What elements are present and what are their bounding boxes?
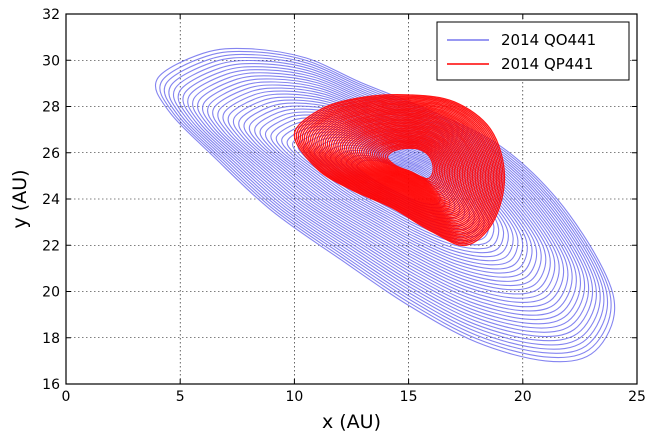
axis-ticks: 0 5 10 15 20 25 16 18 20 22 24 26 28 30 32 [42, 7, 646, 405]
orbit-loop [382, 145, 438, 183]
y-tick-label: 16 [42, 377, 60, 393]
orbit-loop [197, 75, 582, 325]
orbit-loop [299, 97, 501, 242]
orbit-loop [335, 118, 474, 216]
orbit-loop [343, 123, 467, 210]
orbit-loop [376, 141, 442, 187]
orbit-loop [363, 134, 452, 196]
orbit-loop [345, 124, 465, 208]
orbit-loop [192, 72, 586, 329]
orbit-loop [365, 135, 451, 194]
orbit-loop [330, 116, 477, 219]
series-2014-qp441 [293, 93, 506, 247]
orbit-loop [309, 103, 493, 234]
x-axis-label: x (AU) [322, 411, 381, 433]
x-tick-label: 15 [400, 389, 418, 405]
orbit-loop [168, 56, 605, 350]
orbit-loop [159, 50, 612, 359]
legend-box [436, 21, 630, 81]
orbit-loop [318, 108, 487, 228]
orbit-loop [358, 132, 456, 199]
x-tick-label: 0 [62, 389, 71, 405]
x-tick-label: 20 [514, 389, 532, 405]
orbit-loop [369, 138, 447, 191]
orbit-loop [384, 146, 436, 181]
orbit-loop [350, 127, 462, 205]
orbit-loop [371, 139, 446, 190]
orbit-loop [341, 122, 469, 211]
orbit-loop [293, 93, 506, 247]
orbit-loop [154, 47, 616, 363]
orbit-loop [297, 96, 503, 243]
orbit-loop [333, 117, 475, 217]
legend-label-2014-qp441: 2014 QP441 [501, 55, 593, 73]
orbit-loop [380, 144, 439, 184]
orbit-loop [356, 130, 457, 200]
orbit-loop [163, 53, 609, 354]
y-tick-label: 28 [42, 100, 60, 116]
orbit-loop [360, 133, 454, 197]
orbit-loop [386, 147, 434, 180]
orbit-loop [352, 128, 461, 203]
orbit-loop [227, 93, 556, 299]
orbit-loop [307, 102, 495, 236]
orbit-loop [320, 109, 485, 226]
orbit-loop [172, 59, 601, 346]
x-tick-label: 5 [176, 389, 185, 405]
orbit-loop [202, 78, 577, 321]
orbit-loop [373, 140, 444, 189]
orbit-loop [305, 101, 496, 237]
orbit-loop [324, 112, 482, 223]
orbit-loop [232, 96, 551, 295]
orbit-loop [316, 107, 488, 230]
orbit-loop [354, 129, 459, 202]
x-tick-label: 25 [628, 389, 646, 405]
y-tick-label: 30 [42, 53, 60, 69]
orbit-loop [339, 121, 470, 213]
orbit-loop [182, 66, 594, 338]
y-tick-label: 18 [42, 331, 60, 347]
x-tick-label: 10 [285, 389, 303, 405]
orbit-loop [212, 84, 569, 312]
orbit-loop [378, 142, 441, 186]
orbit-loop [207, 81, 573, 316]
orbit-loop [326, 113, 480, 222]
series-layer [154, 47, 616, 363]
y-tick-label: 22 [42, 238, 60, 254]
orbit-loop [348, 126, 464, 206]
y-tick-label: 32 [42, 7, 60, 23]
legend: 2014 QO441 2014 QP441 [436, 21, 630, 81]
y-axis-label: y (AU) [9, 169, 31, 228]
orbit-loop [322, 111, 483, 225]
orbit-loop [187, 69, 590, 333]
orbit-loop [217, 87, 565, 308]
orbit-loop [177, 62, 597, 342]
orbit-loop [311, 105, 491, 233]
orbit-loop [222, 90, 560, 303]
orbit-loop [301, 98, 499, 240]
orbit-loop [295, 95, 504, 245]
y-tick-label: 24 [42, 192, 60, 208]
orbit-loop [303, 100, 498, 239]
orbit-loop [314, 106, 490, 231]
orbit-loop [367, 136, 449, 193]
legend-label-2014-qo441: 2014 QO441 [501, 31, 596, 49]
orbit-loop [337, 119, 472, 214]
orbit-loop [254, 108, 533, 278]
orbit-loop [328, 114, 479, 220]
y-tick-label: 26 [42, 146, 60, 162]
y-tick-label: 20 [42, 285, 60, 301]
